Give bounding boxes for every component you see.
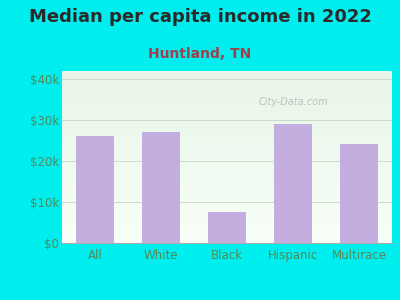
Text: Median per capita income in 2022: Median per capita income in 2022 — [28, 8, 372, 26]
Text: City-Data.com: City-Data.com — [258, 97, 328, 106]
Bar — [142, 132, 180, 243]
Bar — [208, 212, 246, 243]
Bar — [274, 124, 312, 243]
Text: Huntland, TN: Huntland, TN — [148, 46, 252, 61]
Bar — [340, 144, 378, 243]
Bar — [76, 136, 114, 243]
